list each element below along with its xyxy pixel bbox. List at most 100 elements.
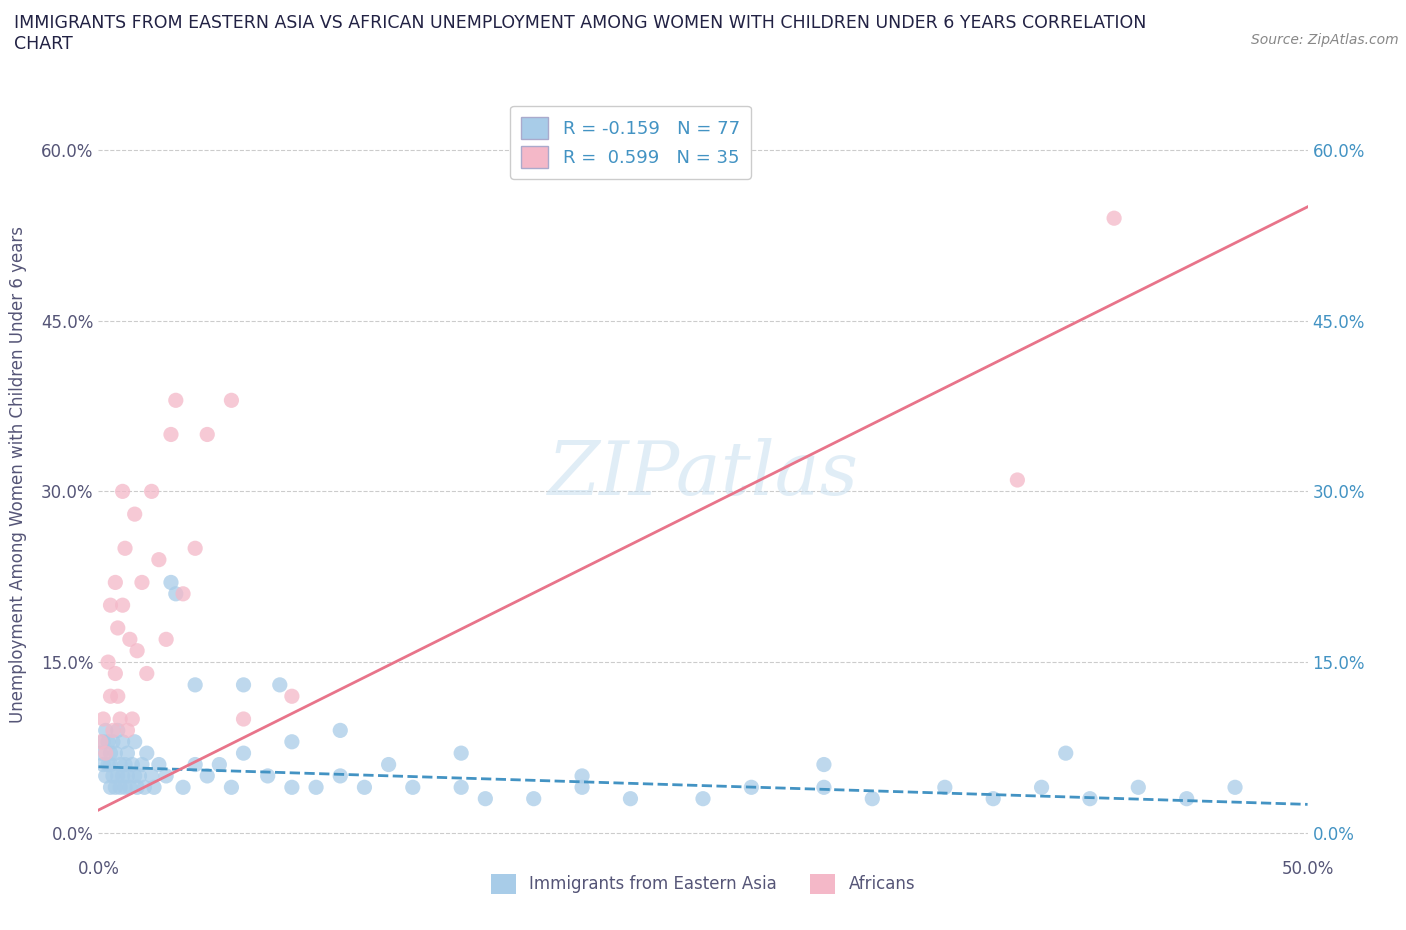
Point bbox=[104, 746, 127, 761]
Text: Source: ZipAtlas.com: Source: ZipAtlas.com bbox=[1251, 33, 1399, 46]
Point bbox=[221, 392, 243, 407]
Point bbox=[141, 484, 163, 498]
Point bbox=[135, 746, 157, 761]
Point bbox=[94, 723, 117, 737]
Point bbox=[232, 746, 254, 761]
Point bbox=[740, 780, 762, 795]
Point bbox=[172, 587, 194, 602]
Point bbox=[127, 780, 149, 795]
Point bbox=[155, 631, 177, 646]
Point bbox=[108, 757, 131, 772]
Point bbox=[108, 711, 131, 726]
Point bbox=[172, 780, 194, 795]
Point bbox=[114, 757, 136, 772]
Point bbox=[1078, 791, 1101, 806]
Point bbox=[165, 392, 187, 407]
Point bbox=[184, 757, 207, 772]
Point bbox=[571, 768, 593, 783]
Point bbox=[100, 780, 122, 795]
Point bbox=[90, 746, 112, 761]
Point bbox=[91, 711, 114, 726]
Point bbox=[124, 768, 146, 783]
Point bbox=[571, 780, 593, 795]
Point bbox=[97, 655, 120, 670]
Point bbox=[377, 757, 399, 772]
Point bbox=[114, 780, 136, 795]
Point bbox=[107, 768, 129, 783]
Point bbox=[111, 768, 134, 783]
Point bbox=[117, 723, 139, 737]
Point bbox=[108, 780, 131, 795]
Point bbox=[232, 711, 254, 726]
Point bbox=[100, 689, 122, 704]
Point bbox=[90, 735, 112, 750]
Point bbox=[131, 575, 153, 590]
Point bbox=[195, 768, 218, 783]
Point bbox=[111, 735, 134, 750]
Point bbox=[143, 780, 166, 795]
Point bbox=[281, 780, 304, 795]
Point bbox=[184, 677, 207, 692]
Point bbox=[104, 575, 127, 590]
Point bbox=[118, 780, 141, 795]
Point bbox=[1031, 780, 1053, 795]
Point bbox=[232, 677, 254, 692]
Point bbox=[107, 689, 129, 704]
Point bbox=[131, 757, 153, 772]
Point bbox=[101, 723, 124, 737]
Point bbox=[184, 541, 207, 556]
Point bbox=[165, 587, 187, 602]
Point bbox=[1128, 780, 1150, 795]
Point bbox=[135, 666, 157, 681]
Point bbox=[934, 780, 956, 795]
Point bbox=[329, 723, 352, 737]
Point bbox=[195, 427, 218, 442]
Point bbox=[100, 746, 122, 761]
Point bbox=[124, 735, 146, 750]
Point bbox=[256, 768, 278, 783]
Y-axis label: Unemployment Among Women with Children Under 6 years: Unemployment Among Women with Children U… bbox=[10, 226, 27, 723]
Point bbox=[91, 757, 114, 772]
Point bbox=[121, 711, 143, 726]
Point bbox=[329, 768, 352, 783]
Point bbox=[111, 484, 134, 498]
Text: ZIPatlas: ZIPatlas bbox=[547, 438, 859, 511]
Point bbox=[94, 746, 117, 761]
Point bbox=[860, 791, 883, 806]
Point bbox=[692, 791, 714, 806]
Point bbox=[474, 791, 496, 806]
Point bbox=[1054, 746, 1077, 761]
Point bbox=[813, 780, 835, 795]
Point bbox=[450, 746, 472, 761]
Point bbox=[148, 757, 170, 772]
Point bbox=[107, 723, 129, 737]
Point bbox=[160, 427, 183, 442]
Point bbox=[402, 780, 425, 795]
Point bbox=[100, 757, 122, 772]
Point bbox=[281, 735, 304, 750]
Point bbox=[221, 780, 243, 795]
Point bbox=[107, 620, 129, 635]
Point bbox=[100, 598, 122, 613]
Point bbox=[450, 780, 472, 795]
Point bbox=[118, 631, 141, 646]
Point bbox=[269, 677, 291, 692]
Point bbox=[981, 791, 1004, 806]
Point bbox=[619, 791, 641, 806]
Point bbox=[148, 552, 170, 567]
Point bbox=[281, 689, 304, 704]
Point bbox=[91, 735, 114, 750]
Point bbox=[134, 780, 156, 795]
Text: CHART: CHART bbox=[14, 35, 73, 53]
Point bbox=[97, 735, 120, 750]
Point bbox=[1007, 472, 1029, 487]
Point bbox=[101, 768, 124, 783]
Point bbox=[141, 768, 163, 783]
Point bbox=[94, 768, 117, 783]
Point bbox=[121, 757, 143, 772]
Point bbox=[813, 757, 835, 772]
Point bbox=[104, 780, 127, 795]
Point bbox=[1175, 791, 1198, 806]
Point bbox=[127, 644, 149, 658]
Point bbox=[155, 768, 177, 783]
